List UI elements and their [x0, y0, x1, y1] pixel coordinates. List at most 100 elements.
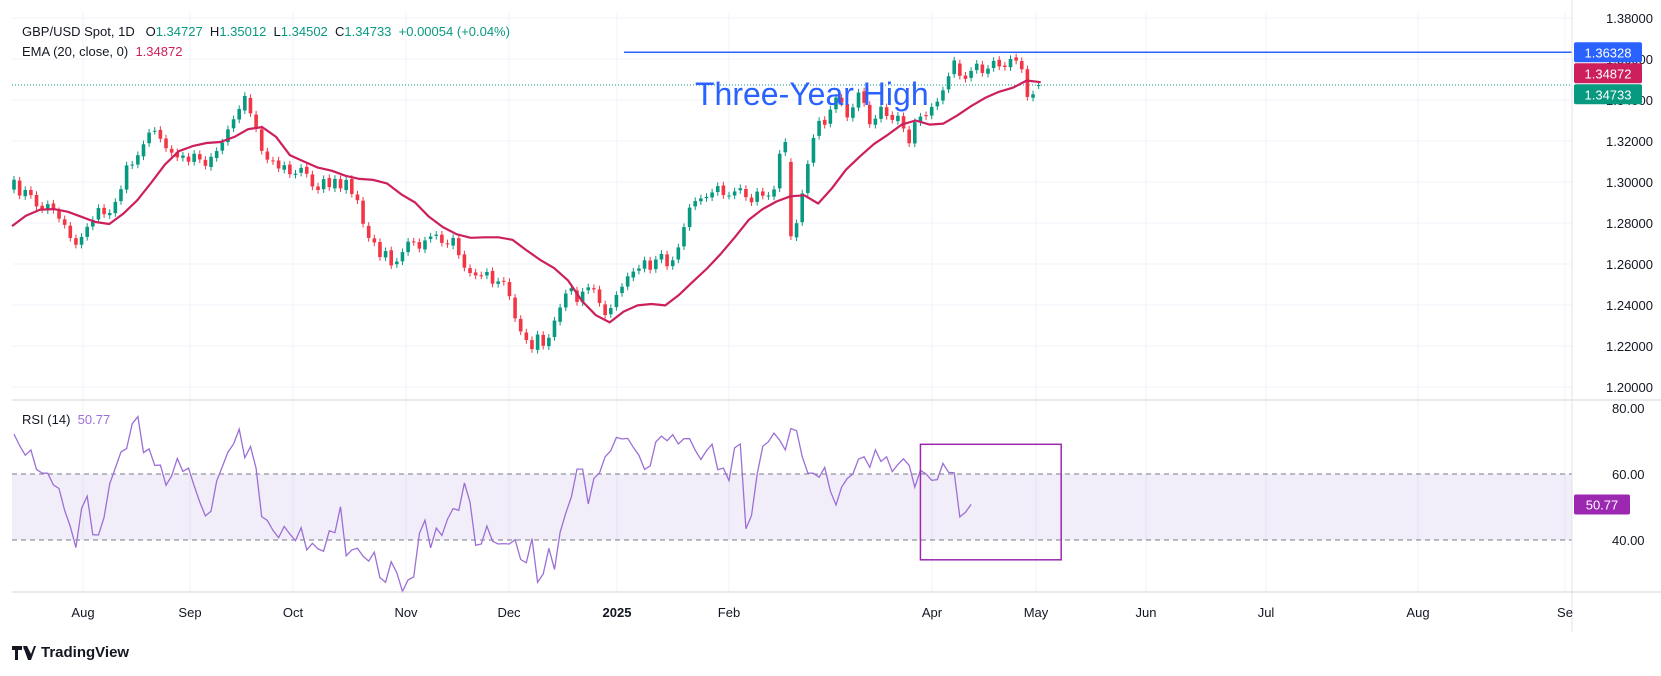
candle [434, 230, 439, 240]
candle [777, 150, 782, 193]
candle-body [704, 196, 709, 199]
candle-body [890, 114, 895, 120]
candle [665, 250, 669, 270]
time-tick-label: Jun [1136, 605, 1157, 620]
candle [766, 191, 771, 200]
candle-body [1014, 57, 1018, 61]
price-label-text: 1.34733 [1585, 87, 1632, 102]
candle-body [772, 189, 776, 197]
candle [451, 234, 455, 250]
candle-body [423, 240, 427, 250]
candle-body [732, 191, 737, 196]
candle [462, 250, 467, 272]
candle [417, 238, 422, 253]
candle [231, 115, 236, 132]
candle [879, 103, 883, 123]
candle [214, 147, 219, 162]
candle-body [935, 101, 940, 107]
candle-body [406, 241, 410, 253]
candle [85, 223, 89, 241]
time-tick-label: Se [1557, 605, 1573, 620]
candle-body [637, 268, 641, 271]
candle [811, 134, 816, 167]
price-label-bg [1574, 84, 1642, 105]
candle-body [625, 276, 630, 287]
candle [507, 278, 512, 300]
time-tick-label: Apr [922, 605, 943, 620]
candle-body [485, 271, 489, 276]
candle [113, 198, 118, 217]
candle-body [316, 186, 320, 190]
candle-body [51, 203, 56, 210]
candle [237, 105, 241, 124]
candle-body [220, 142, 225, 151]
candle-body [85, 226, 89, 237]
price-legend: GBP/USD Spot, 1D O1.34727 H1.35012 L1.34… [22, 24, 510, 39]
candle-body [693, 201, 698, 207]
candle-body [344, 179, 348, 190]
candle-body [102, 207, 106, 215]
candle-body [113, 201, 118, 214]
price-label-ema: 1.34872 [1574, 63, 1642, 84]
candle-body [721, 185, 726, 196]
high-label: H [209, 24, 220, 39]
candle-body [952, 60, 957, 75]
candle-body [57, 211, 61, 219]
candle-body [119, 189, 123, 202]
price-tick-label: 1.28000 [1606, 216, 1653, 231]
candle [935, 97, 940, 111]
candle-body [164, 138, 168, 149]
candle [513, 293, 517, 323]
candle [243, 92, 247, 115]
candle [389, 246, 394, 270]
candle [423, 236, 427, 254]
candle [575, 286, 579, 306]
candle-body [366, 225, 371, 238]
candle [119, 185, 123, 205]
candle-body [91, 219, 95, 227]
candle-body [1031, 94, 1035, 98]
candle-body [310, 174, 315, 187]
candle-body [845, 104, 850, 118]
candle [749, 193, 754, 206]
candle [586, 283, 591, 294]
candle [490, 267, 495, 288]
close-value: 1.34733 [344, 24, 392, 39]
rsi-line [13, 415, 972, 594]
candle [913, 118, 917, 148]
candle [164, 134, 168, 152]
candle-body [642, 260, 647, 269]
rsi-highlight-box [919, 443, 1062, 561]
candle-body [440, 234, 444, 243]
candle-body [479, 275, 484, 277]
price-label-bg [1574, 63, 1642, 84]
price-label-text: 1.36328 [1585, 45, 1632, 60]
candle [704, 193, 709, 202]
rsi-legend: RSI (14) 50.77 [22, 412, 110, 427]
candle [631, 267, 636, 282]
candle [727, 191, 731, 200]
candle-body [383, 251, 388, 258]
candle-body [834, 97, 838, 110]
candle-body [327, 178, 332, 188]
candle-body [372, 238, 377, 243]
candle [642, 256, 647, 273]
candle [23, 186, 28, 200]
rsi-tick-label: 40.00 [1612, 533, 1645, 548]
candle-body [608, 308, 613, 315]
candle [918, 112, 923, 127]
candle [130, 160, 135, 170]
candle [485, 268, 489, 280]
candle-body [873, 118, 878, 125]
candle [12, 176, 16, 194]
candle-body [530, 340, 534, 350]
rsi-value-label: 50.77 [1574, 494, 1630, 515]
candle [834, 93, 838, 113]
candle-body [333, 178, 337, 189]
candle [597, 285, 602, 307]
candle [197, 150, 202, 164]
candle [406, 237, 410, 256]
candle [969, 67, 973, 82]
candle [186, 152, 191, 166]
